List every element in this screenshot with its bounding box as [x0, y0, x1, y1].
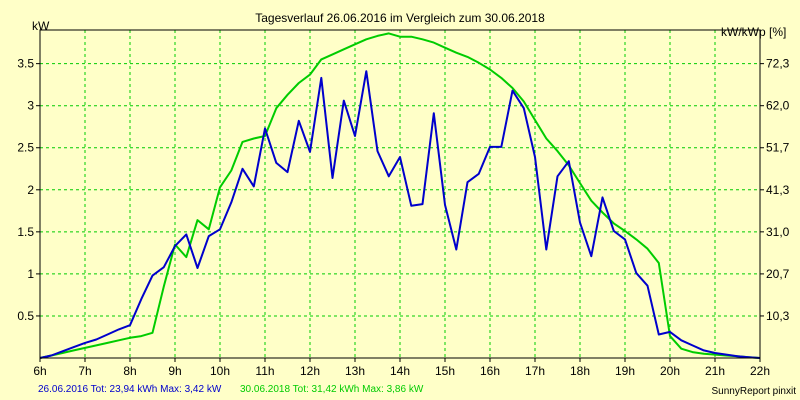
x-tick-label: 22h [750, 364, 770, 378]
series-line-30.06.2018 [39, 32, 761, 359]
y-tick-label-left: 2 [27, 183, 34, 197]
y-tick-label-right: 20,7 [766, 267, 790, 281]
y-tick-label-right: 51,7 [766, 141, 790, 155]
x-tick-label: 18h [570, 364, 590, 378]
y-tick-label-right: 72,3 [766, 57, 790, 71]
x-tick-label: 11h [255, 364, 274, 378]
x-tick-label: 8h [123, 364, 136, 378]
tick-layer: 6h 7h 8h 9h 10h 11h 12h 13h 14h 15h 16h 17h 18h 19h 20… [17, 57, 789, 378]
footer-credit: SunnyReport pinxit [712, 386, 797, 397]
x-tick-label: 21h [705, 364, 725, 378]
y-axis-right-label: kW/kWp [%] [721, 25, 786, 39]
x-tick-label: 19h [615, 364, 635, 378]
y-tick-label-left: 1 [27, 267, 34, 281]
x-tick-label: 17h [525, 364, 545, 378]
y-axis-left-label: kW [32, 19, 50, 33]
y-tick-label-right: 41,3 [766, 183, 790, 197]
y-tick-label-left: 0.5 [17, 309, 34, 323]
x-tick-label: 12h [300, 364, 320, 378]
y-tick-label-left: 3 [27, 99, 34, 113]
x-tick-label: 7h [78, 364, 91, 378]
x-tick-label: 20h [660, 364, 680, 378]
chart-title: Tagesverlauf 26.06.2016 im Vergleich zum… [255, 11, 545, 25]
x-tick-label: 13h [345, 364, 365, 378]
y-tick-label-left: 2.5 [17, 141, 34, 155]
x-tick-label: 9h [168, 364, 181, 378]
legend-entry-2016: 26.06.2016 Tot: 23,94 kWh Max: 3,42 kW [38, 384, 222, 395]
x-tick-label: 6h [33, 364, 46, 378]
series-line-26.06.2016 [39, 70, 761, 359]
y-tick-label-right: 62,0 [766, 99, 790, 113]
x-tick-label: 14h [390, 364, 410, 378]
x-tick-label: 15h [435, 364, 455, 378]
y-tick-label-right: 31,0 [766, 225, 790, 239]
series-layer [39, 32, 761, 359]
x-tick-label: 16h [480, 364, 500, 378]
x-tick-label: 10h [210, 364, 230, 378]
legend-entry-2018: 30.06.2018 Tot: 31,42 kWh Max: 3,86 kW [240, 384, 424, 395]
y-tick-label-right: 10,3 [766, 309, 790, 323]
y-tick-label-left: 3.5 [17, 57, 34, 71]
y-tick-label-left: 1.5 [17, 225, 34, 239]
grid-layer [40, 30, 760, 358]
